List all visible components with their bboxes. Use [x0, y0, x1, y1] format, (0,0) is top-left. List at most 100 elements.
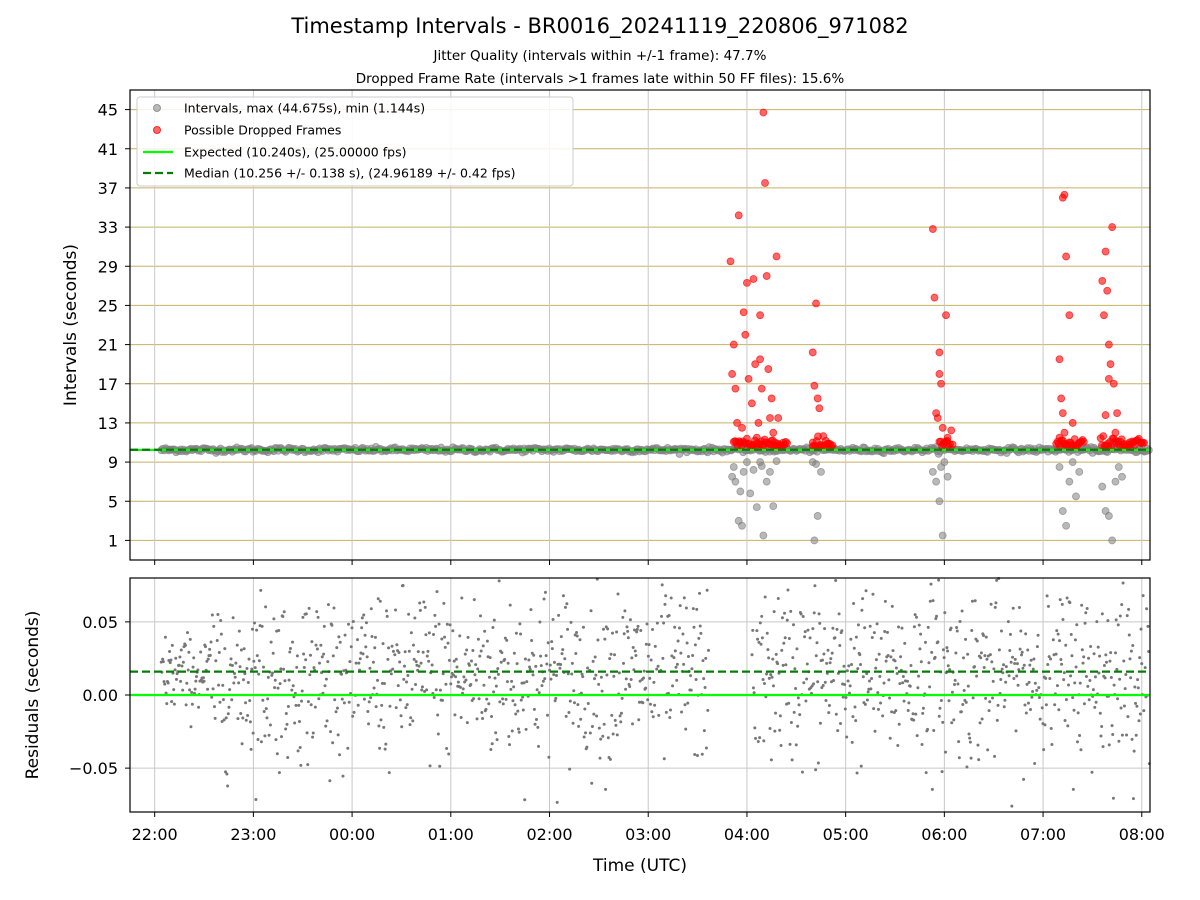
interval-point — [943, 472, 952, 481]
residual-point — [428, 764, 432, 768]
residual-point — [648, 702, 652, 706]
residual-point — [527, 658, 531, 662]
residual-point — [850, 662, 854, 666]
residual-point — [529, 608, 533, 612]
residual-point — [396, 684, 400, 688]
residual-point — [1074, 665, 1078, 669]
residual-point — [1095, 620, 1099, 624]
intervals-y-tick-label: 45 — [98, 101, 118, 120]
residual-point — [346, 746, 350, 750]
residual-point — [1064, 698, 1068, 702]
jitter-quality-subtitle: Jitter Quality (intervals within +/-1 fr… — [433, 48, 767, 64]
residual-point — [1072, 708, 1076, 712]
residual-point — [1084, 674, 1088, 678]
residual-point — [236, 717, 240, 721]
residual-point — [1107, 743, 1111, 747]
residual-point — [186, 668, 190, 672]
residual-point — [265, 716, 269, 720]
residual-point — [1025, 682, 1029, 686]
residual-point — [779, 744, 783, 748]
x-tick-label: 01:00 — [428, 825, 474, 844]
residual-point — [508, 743, 512, 747]
residual-point — [243, 672, 247, 676]
residual-point — [619, 711, 623, 715]
dropped-frame-point — [810, 381, 819, 390]
residual-point — [510, 729, 514, 733]
residual-point — [1063, 718, 1067, 722]
residual-point — [334, 710, 338, 714]
x-axis-label: Time (UTC) — [592, 856, 687, 876]
residual-point — [1036, 633, 1040, 637]
residual-point — [374, 705, 378, 709]
residual-point — [930, 650, 934, 654]
residual-point — [546, 641, 550, 645]
residual-point — [1098, 711, 1102, 715]
residual-point — [937, 714, 941, 718]
dropped-frame-point — [756, 311, 764, 320]
residual-point — [414, 683, 418, 687]
residual-point — [551, 617, 555, 621]
residual-point — [927, 661, 931, 665]
residual-point — [183, 643, 187, 647]
residual-point — [297, 703, 301, 707]
residual-point — [664, 710, 668, 714]
residual-point — [1115, 667, 1119, 671]
residual-point — [205, 659, 209, 663]
interval-point — [1104, 512, 1113, 520]
residual-point — [361, 652, 365, 656]
residual-point — [920, 742, 924, 746]
dropped-frame-point — [1101, 411, 1110, 419]
intervals-y-tick-label: 25 — [98, 296, 118, 315]
residual-point — [769, 758, 773, 762]
residual-point — [895, 671, 899, 675]
residual-point — [172, 688, 176, 692]
residual-point — [238, 665, 242, 669]
residual-point — [811, 627, 815, 631]
residual-point — [623, 609, 627, 613]
dropped-frame-point — [726, 257, 735, 266]
residual-point — [821, 683, 825, 687]
interval-point — [810, 536, 819, 545]
residual-point — [767, 676, 771, 680]
residual-point — [608, 657, 612, 661]
residual-point — [306, 763, 310, 767]
residual-point — [282, 610, 286, 614]
residual-point — [270, 673, 274, 677]
residual-point — [653, 644, 657, 648]
interval-point — [1072, 492, 1080, 501]
residual-point — [190, 690, 194, 694]
residual-point — [498, 700, 502, 704]
residual-point — [630, 656, 634, 660]
residual-point — [1136, 678, 1140, 682]
residual-point — [621, 615, 625, 619]
residual-point — [991, 679, 995, 683]
intervals-y-tick-label: 1 — [108, 531, 118, 550]
residual-point — [1066, 683, 1070, 687]
residual-point — [916, 686, 920, 690]
residual-point — [314, 643, 318, 647]
residual-point — [255, 628, 259, 632]
residual-point — [634, 654, 638, 658]
residual-point — [309, 703, 313, 707]
residual-point — [201, 676, 205, 680]
residual-point — [876, 691, 880, 695]
residual-point — [1026, 701, 1030, 705]
residual-point — [915, 734, 919, 738]
residual-point — [1020, 650, 1024, 654]
residual-point — [503, 636, 507, 640]
residual-point — [544, 654, 548, 658]
residual-point — [565, 602, 569, 606]
residual-point — [319, 643, 323, 647]
residual-point — [682, 596, 686, 600]
residual-point — [437, 622, 441, 626]
residual-point — [1049, 657, 1053, 661]
residual-point — [244, 718, 248, 722]
residual-point — [827, 703, 831, 707]
residual-point — [421, 650, 425, 654]
residual-point — [850, 740, 854, 744]
dropped-frame-point — [728, 370, 737, 378]
residual-point — [900, 626, 904, 630]
residual-point — [360, 616, 364, 620]
legend-median-label: Median (10.256 +/- 0.138 s), (24.96189 +… — [184, 166, 515, 181]
residual-point — [594, 673, 598, 677]
